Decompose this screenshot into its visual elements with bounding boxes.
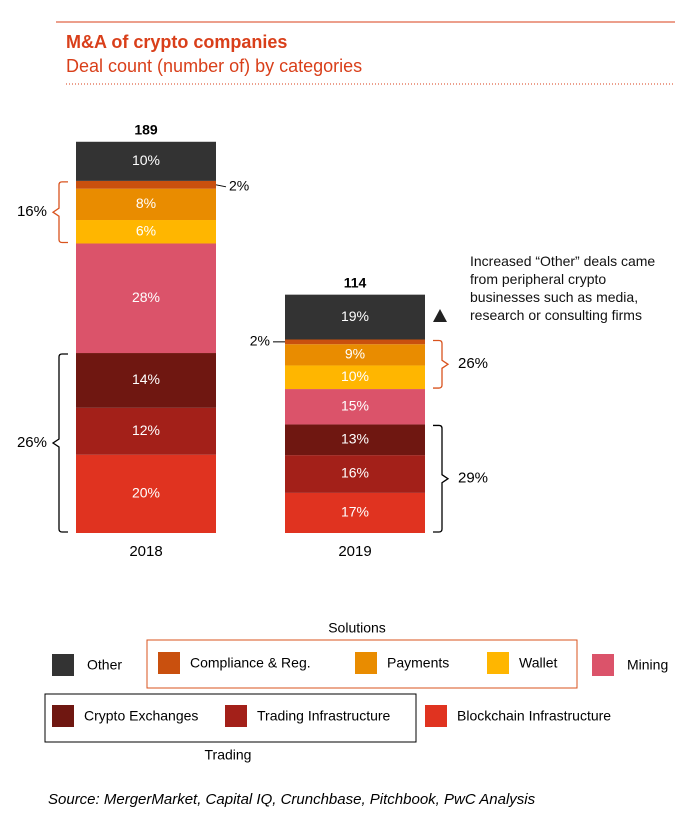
legend-swatch <box>487 652 509 674</box>
annotation: Increased “Other” deals came from periph… <box>470 253 656 323</box>
data-label: 9% <box>345 346 365 362</box>
bracket <box>433 424 450 533</box>
legend-label: Crypto Exchanges <box>84 708 198 724</box>
legend-group-title: Solutions <box>328 620 386 636</box>
data-label: 13% <box>341 430 369 446</box>
bar-segment <box>285 294 425 340</box>
legend-group-box <box>44 693 417 743</box>
bracket <box>433 339 450 389</box>
bracket-label: 26% <box>17 434 47 451</box>
data-label: 10% <box>341 368 369 384</box>
data-label: 28% <box>132 289 160 305</box>
note-arrow <box>433 309 447 322</box>
bar-segment <box>76 220 216 244</box>
legend-swatch <box>158 652 180 674</box>
legend-swatch <box>425 705 447 727</box>
data-label: 16% <box>341 465 369 481</box>
data-label: 2% <box>229 178 249 194</box>
bracket-label: 29% <box>458 470 488 487</box>
legend-group-title: Trading <box>205 747 252 763</box>
bracket <box>51 353 68 533</box>
legend-swatch <box>355 652 377 674</box>
leader-line <box>215 184 227 188</box>
legend-label: Trading Infrastructure <box>257 708 391 724</box>
bar-segment <box>285 344 425 366</box>
x-tick-label: 2018 <box>129 543 162 560</box>
bar-segment <box>76 353 216 408</box>
data-label: 17% <box>341 504 369 520</box>
bar-segment <box>76 188 216 221</box>
legend-group-box <box>146 639 578 689</box>
x-tick-label: 2019 <box>338 543 371 560</box>
data-label: 12% <box>132 422 160 438</box>
data-label: 10% <box>132 152 160 168</box>
legend-label: Compliance & Reg. <box>190 655 311 671</box>
legend-label: Other <box>87 657 122 673</box>
data-label: 20% <box>132 485 160 501</box>
legend-label: Mining <box>627 657 668 673</box>
legend-swatch <box>592 654 614 676</box>
data-label: 6% <box>136 222 156 238</box>
total-label: 189 <box>134 121 158 137</box>
data-label: 15% <box>341 397 369 413</box>
legend-swatch <box>225 705 247 727</box>
chart-title: M&A of crypto companies <box>66 32 287 52</box>
bracket <box>51 181 68 244</box>
bar-segment <box>76 454 216 533</box>
bracket-label: 26% <box>458 355 488 372</box>
bar-segment <box>285 389 425 425</box>
chart-subtitle: Deal count (number of) by categories <box>66 56 362 76</box>
bar-segment <box>285 339 425 345</box>
legend-swatch <box>52 705 74 727</box>
bar-segment <box>285 424 425 456</box>
bracket-label: 16% <box>17 203 47 220</box>
bar-segment <box>76 141 216 181</box>
bar-segment <box>285 365 425 390</box>
data-label: 2% <box>250 333 270 349</box>
legend-swatch <box>52 654 74 676</box>
data-label: 8% <box>136 195 156 211</box>
legend-label: Payments <box>387 655 449 671</box>
legend-label: Blockchain Infrastructure <box>457 708 611 724</box>
legend-label: Wallet <box>519 655 557 671</box>
bar-segment <box>285 455 425 493</box>
data-label: 14% <box>132 371 160 387</box>
bar-segment <box>76 407 216 455</box>
data-label: 19% <box>341 308 369 324</box>
total-label: 114 <box>344 274 367 290</box>
bar-segment <box>285 492 425 533</box>
bar-segment <box>76 180 216 189</box>
source: Source: MergerMarket, Capital IQ, Crunch… <box>48 791 536 808</box>
bar-segment <box>76 243 216 354</box>
